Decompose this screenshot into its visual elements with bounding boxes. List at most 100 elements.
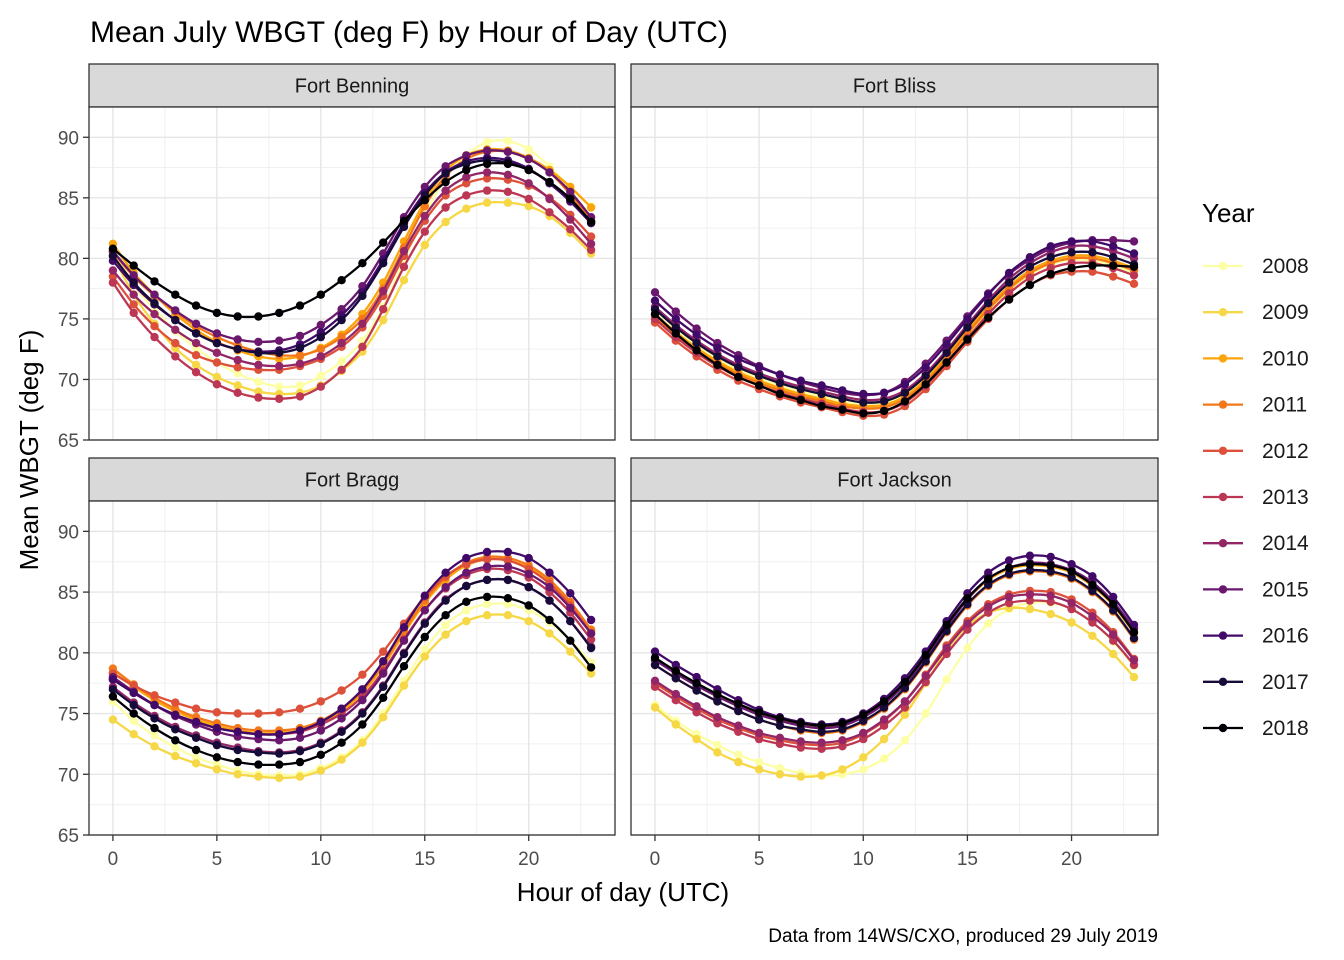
y-tick-label: 75 <box>58 705 79 726</box>
y-axis-label: Mean WBGT (deg F) <box>14 330 44 571</box>
y-tick-label: 90 <box>58 522 79 543</box>
legend-label: 2010 <box>1262 347 1309 370</box>
data-point-fort-bragg-2012 <box>212 708 222 717</box>
data-point-fort-benning-2014 <box>275 361 284 371</box>
data-point-fort-bliss-2015 <box>650 288 660 297</box>
data-point-fort-jackson-2014 <box>671 689 680 699</box>
data-point-fort-bliss-2015 <box>671 307 680 316</box>
data-point-fort-benning-2014 <box>503 170 513 179</box>
data-point-fort-benning-2009 <box>191 360 201 370</box>
data-point-fort-bragg-2012 <box>503 556 513 565</box>
data-point-fort-bragg-2018 <box>399 662 409 671</box>
data-point-fort-benning-2008 <box>503 136 513 146</box>
data-point-fort-jackson-2014 <box>734 721 743 730</box>
data-point-fort-bragg-2016 <box>171 710 180 719</box>
data-point-fort-jackson-2013 <box>734 727 743 736</box>
legend-key-point <box>1218 585 1228 594</box>
caption: Data from 14WS/CXO, produced 29 July 201… <box>768 926 1158 947</box>
data-point-fort-benning-2014 <box>462 173 471 182</box>
data-point-fort-bragg-2008 <box>503 600 513 609</box>
data-point-fort-benning-2013 <box>379 305 388 314</box>
data-point-fort-benning-2014 <box>524 179 533 188</box>
data-point-fort-benning-2012 <box>212 358 222 367</box>
data-point-fort-bragg-2012 <box>337 686 346 695</box>
data-point-fort-bliss-2016 <box>900 380 910 389</box>
data-point-fort-benning-2014 <box>212 348 222 357</box>
data-point-fort-benning-2009 <box>503 198 513 207</box>
data-point-fort-benning-2017 <box>212 338 222 348</box>
facet-label-fort-jackson: Fort Jackson <box>837 470 951 492</box>
data-point-fort-bliss-2015 <box>1109 236 1118 245</box>
data-point-fort-bliss-2017 <box>921 371 930 380</box>
data-point-fort-bragg-2018 <box>254 760 263 769</box>
data-point-fort-jackson-2009 <box>900 710 910 719</box>
data-point-fort-bragg-2009 <box>420 652 429 661</box>
data-point-fort-bliss-2018 <box>713 360 722 370</box>
data-point-fort-bragg-2017 <box>358 709 367 718</box>
data-point-fort-bliss-2017 <box>984 299 993 308</box>
data-point-fort-benning-2013 <box>275 394 284 403</box>
data-point-fort-bragg-2016 <box>191 717 201 727</box>
data-point-fort-bragg-2009 <box>379 713 388 722</box>
data-point-fort-bragg-2017 <box>586 643 596 653</box>
data-point-fort-jackson-2018 <box>1025 560 1035 569</box>
data-point-fort-bragg-2012 <box>150 691 159 700</box>
data-point-fort-benning-2015 <box>566 187 575 196</box>
data-point-fort-jackson-2009 <box>817 771 826 780</box>
data-point-fort-jackson-2014 <box>692 702 701 711</box>
data-point-fort-bliss-2016 <box>1088 237 1097 246</box>
data-point-fort-bragg-2015 <box>379 669 388 678</box>
data-point-fort-bragg-2018 <box>462 597 471 606</box>
legend: Year 2008 2009 2010 2011 2012 2013 2014 2015 201… <box>1202 198 1309 740</box>
data-point-fort-benning-2018 <box>191 301 201 310</box>
data-point-fort-jackson-2018 <box>796 719 805 728</box>
data-point-fort-bliss-2016 <box>1046 242 1055 251</box>
series-group-fort-benning <box>108 136 596 403</box>
data-point-fort-bragg-2017 <box>316 739 325 749</box>
data-point-fort-jackson-2017 <box>713 697 722 706</box>
data-point-fort-bliss-2016 <box>671 314 680 324</box>
data-point-fort-benning-2013 <box>358 342 367 351</box>
data-point-fort-bragg-2015 <box>566 603 575 613</box>
data-point-fort-benning-2014 <box>295 359 305 368</box>
data-point-fort-bliss-2017 <box>1046 253 1055 262</box>
data-point-fort-benning-2017 <box>399 222 409 232</box>
y-tick-label: 70 <box>58 370 79 391</box>
data-point-fort-benning-2018 <box>316 290 325 299</box>
gridlines-fort-jackson <box>631 501 1158 836</box>
data-point-fort-jackson-2014 <box>796 737 805 746</box>
data-point-fort-benning-2012 <box>482 174 492 183</box>
data-point-fort-bliss-2018 <box>671 329 680 338</box>
data-point-fort-bragg-2017 <box>150 714 159 723</box>
data-point-fort-bragg-2017 <box>212 740 222 750</box>
data-point-fort-benning-2018 <box>524 165 533 175</box>
data-point-fort-benning-2017 <box>275 348 284 357</box>
data-point-fort-bliss-2017 <box>879 397 889 406</box>
data-point-fort-bragg-2012 <box>482 555 492 564</box>
data-point-fort-benning-2014 <box>108 266 118 275</box>
data-point-fort-bragg-2015 <box>275 736 284 745</box>
data-point-fort-benning-2008 <box>337 357 346 366</box>
data-point-fort-bragg-2012 <box>358 670 367 679</box>
data-point-fort-bragg-2015 <box>337 714 346 723</box>
data-point-fort-jackson-2016 <box>671 660 680 670</box>
data-point-fort-jackson-2008 <box>963 643 972 653</box>
data-point-fort-benning-2017 <box>171 315 180 325</box>
data-point-fort-benning-2014 <box>233 355 242 365</box>
data-point-fort-jackson-2016 <box>1129 620 1139 630</box>
data-point-fort-bragg-2008 <box>462 606 471 615</box>
data-point-fort-benning-2018 <box>503 159 513 169</box>
data-point-fort-bragg-2018 <box>129 709 138 718</box>
x-tick-label: 0 <box>108 849 119 870</box>
data-point-fort-benning-2015 <box>191 319 201 328</box>
data-point-fort-jackson-2017 <box>1088 586 1097 596</box>
data-point-fort-benning-2009 <box>420 240 429 250</box>
x-axis-label: Hour of day (UTC) <box>517 877 729 907</box>
data-point-fort-bliss-2013 <box>1004 289 1014 298</box>
data-point-fort-jackson-2018 <box>775 714 785 723</box>
data-point-fort-bragg-2018 <box>586 663 596 672</box>
data-point-fort-bliss-2017 <box>692 338 701 348</box>
data-point-fort-bliss-2017 <box>963 323 972 332</box>
legend-item-2011: 2011 <box>1203 394 1307 417</box>
data-point-fort-jackson-2013 <box>650 682 660 691</box>
